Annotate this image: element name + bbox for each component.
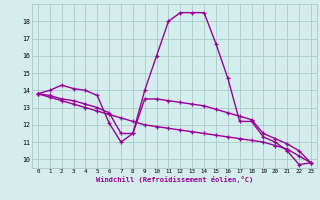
X-axis label: Windchill (Refroidissement éolien,°C): Windchill (Refroidissement éolien,°C) bbox=[96, 176, 253, 183]
